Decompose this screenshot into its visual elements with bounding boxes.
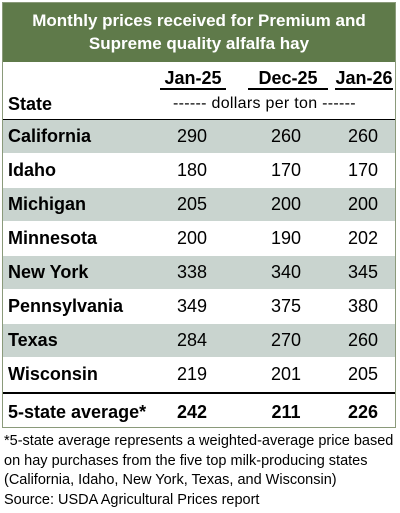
average-value-jan-26: 226 (347, 402, 379, 422)
average-label: 5-state average* (8, 402, 147, 422)
units-row: State ------ dollars per ton ------ (3, 93, 395, 120)
price-cell: 190 (270, 228, 302, 248)
column-header-dec-25: Dec-25 (248, 68, 328, 90)
state-name: California (8, 126, 92, 146)
price-cell: 170 (270, 160, 302, 180)
price-cell: 380 (347, 296, 379, 316)
price-cell: 260 (270, 126, 302, 146)
price-cell: 170 (347, 160, 379, 180)
footnote-line: *5-state average represents a weighted-a… (4, 433, 394, 449)
column-header-jan-26: Jan-26 (335, 68, 393, 90)
price-cell: 200 (347, 194, 379, 214)
price-cell: 270 (270, 330, 302, 350)
table-row: Wisconsin 219 201 205 (3, 358, 395, 392)
price-cell: 180 (176, 160, 208, 180)
state-name: Texas (8, 330, 58, 350)
table-row: Idaho 180 170 170 (3, 154, 395, 188)
table-title: Monthly prices received for Premium and … (3, 3, 395, 62)
table-row: Minnesota 200 190 202 (3, 222, 395, 256)
table-row: California 290 260 260 (3, 120, 395, 154)
price-cell: 260 (347, 126, 379, 146)
state-name: Minnesota (8, 228, 98, 248)
footnotes: *5-state average represents a weighted-a… (4, 432, 396, 510)
state-name: New York (8, 262, 89, 282)
footnote-line: on hay purchases from the five top milk-… (4, 452, 368, 469)
state-name: Michigan (8, 194, 87, 214)
table-row: Pennsylvania 349 375 380 (3, 290, 395, 324)
average-value-jan-25: 242 (176, 402, 208, 422)
price-cell: 205 (176, 194, 208, 214)
price-cell: 338 (176, 262, 208, 282)
price-cell: 200 (176, 228, 208, 248)
price-cell: 200 (270, 194, 302, 214)
column-header-row: Jan-25 Dec-25 Jan-26 (3, 62, 395, 93)
state-column-header: State (8, 94, 53, 114)
price-cell: 345 (347, 262, 379, 282)
average-value-dec-25: 211 (271, 402, 301, 422)
price-cell: 205 (347, 364, 379, 384)
price-cell: 375 (270, 296, 302, 316)
price-table: Monthly prices received for Premium and … (2, 2, 396, 428)
footnote-line: (California, Idaho, New York, Texas, and… (4, 472, 337, 488)
source-line: Source: USDA Agricultural Prices report (4, 491, 260, 508)
column-header-jan-25: Jan-25 (160, 68, 226, 90)
table-row: New York 338 340 345 (3, 256, 395, 290)
price-cell: 349 (176, 296, 208, 316)
title-line-1: Monthly prices received for Premium and (32, 11, 366, 30)
state-name: Idaho (8, 160, 56, 180)
price-cell: 201 (270, 364, 302, 384)
price-cell: 219 (176, 364, 208, 384)
price-cell: 284 (176, 330, 208, 350)
price-cell: 202 (347, 228, 379, 248)
table-row: Texas 284 270 260 (3, 324, 395, 358)
title-line-2: Supreme quality alfalfa hay (88, 34, 310, 53)
average-row: 5-state average* 242 211 226 (3, 392, 395, 427)
price-cell: 290 (176, 126, 208, 146)
price-cell: 260 (347, 330, 379, 350)
state-name: Wisconsin (8, 364, 98, 384)
table-body: California 290 260 260 Idaho 180 170 170 Michiga… (3, 120, 395, 392)
state-name: Pennsylvania (8, 296, 124, 316)
units-label: ------ dollars per ton ------ (173, 95, 356, 112)
price-cell: 340 (270, 262, 302, 282)
table-row: Michigan 205 200 200 (3, 188, 395, 222)
